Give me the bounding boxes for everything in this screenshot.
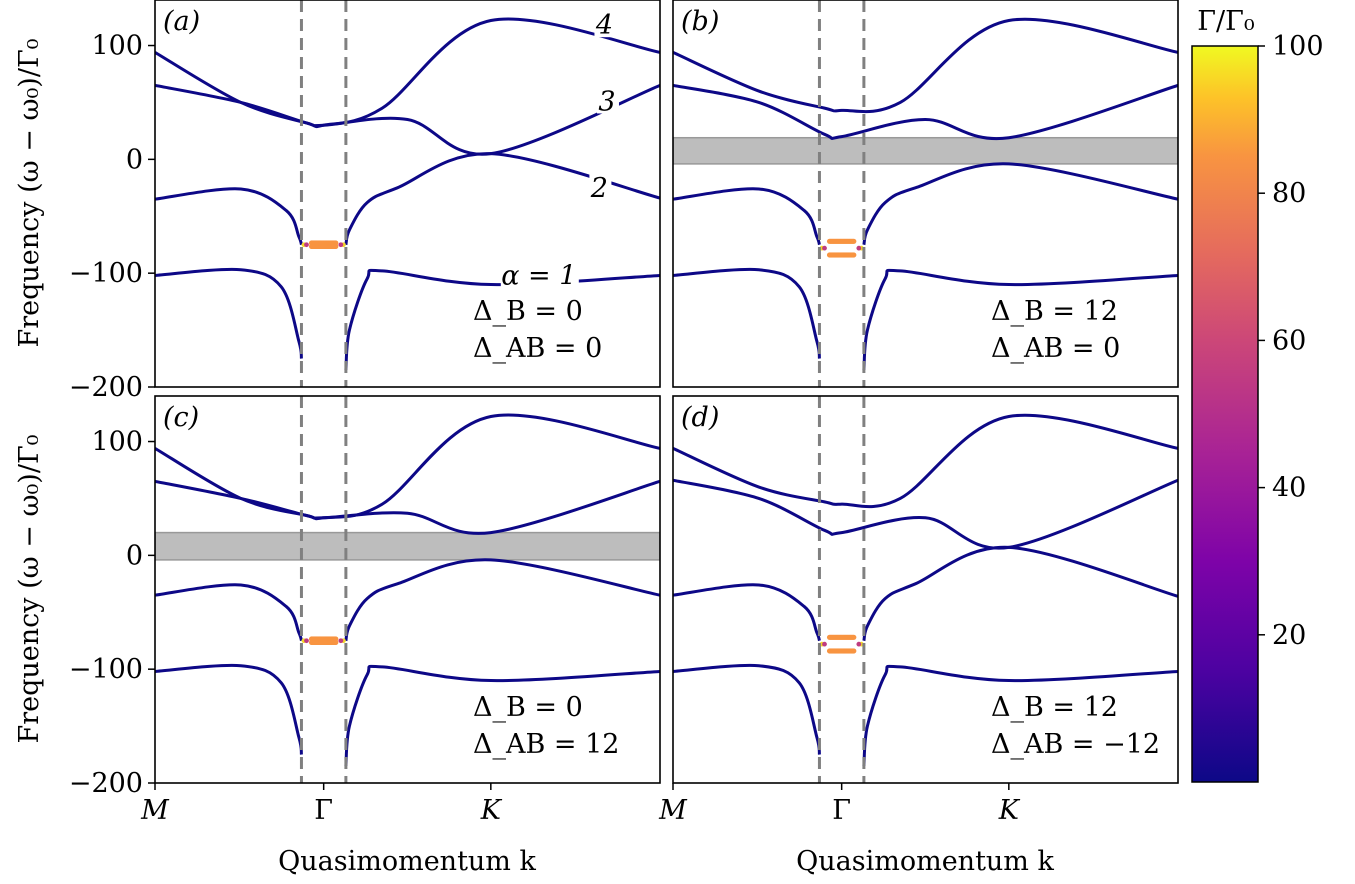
panel-a: (a) Δ_B = 0 Δ_AB = 0 100 0 −100 −200 4 3 2 α = 1 bbox=[69, 0, 661, 403]
band-2-left bbox=[673, 187, 821, 246]
band-4 bbox=[673, 17, 1178, 114]
panel-param-1: Δ_B = 12 bbox=[991, 692, 1118, 723]
panel-frame bbox=[672, 0, 1179, 388]
band-1-left bbox=[673, 267, 821, 359]
panel-content bbox=[155, 396, 660, 783]
x-tick-label: M bbox=[140, 795, 170, 826]
mode-point bbox=[851, 648, 857, 654]
band-2-left bbox=[155, 187, 303, 246]
band-label-bg bbox=[596, 87, 619, 114]
x-tick-label: Γ bbox=[314, 795, 333, 826]
band-gap bbox=[155, 531, 660, 561]
colorbar-tick-label: 40 bbox=[1272, 473, 1306, 504]
y-tick-label: 100 bbox=[91, 427, 143, 458]
band-gap bbox=[673, 136, 1178, 165]
band-label-bg bbox=[589, 173, 612, 200]
band-2-right bbox=[862, 545, 1178, 642]
panel-param-2: Δ_AB = −12 bbox=[991, 729, 1160, 760]
band-3 bbox=[673, 83, 1178, 141]
panel-param-1: Δ_B = 0 bbox=[473, 296, 583, 327]
band-label-bg bbox=[594, 11, 617, 38]
panel-param-2: Δ_AB = 0 bbox=[991, 333, 1120, 364]
panel-frame bbox=[154, 395, 661, 784]
y-tick-label: −200 bbox=[69, 372, 143, 403]
band-3 bbox=[155, 479, 660, 535]
mode-point bbox=[304, 638, 309, 644]
mode-point bbox=[851, 634, 857, 640]
mode-point bbox=[851, 238, 857, 244]
mode-point bbox=[856, 641, 862, 647]
panel-content bbox=[673, 396, 1178, 783]
y-tick-label: 0 bbox=[126, 144, 143, 175]
panel-content bbox=[673, 0, 1178, 387]
mode-point bbox=[822, 245, 827, 251]
panel-tag: (a) bbox=[163, 6, 200, 37]
colorbar-ticks: 100 80 60 40 20 bbox=[1258, 31, 1324, 651]
colorbar-tick-label: 80 bbox=[1272, 178, 1306, 209]
band-2-right bbox=[862, 162, 1178, 246]
panel-frame bbox=[672, 395, 1179, 784]
panel-tag: (b) bbox=[681, 6, 719, 37]
band-label: 4 bbox=[595, 10, 613, 41]
panel-param-2: Δ_AB = 12 bbox=[473, 729, 619, 760]
y-tick-label: 0 bbox=[126, 540, 143, 571]
band-1-right bbox=[862, 268, 1178, 371]
mode-point bbox=[822, 641, 827, 647]
y-tick-label: −100 bbox=[69, 654, 143, 685]
panel-b: (b) Δ_B = 12 Δ_AB = 0 bbox=[672, 0, 1179, 388]
x-tick-label: Γ bbox=[832, 795, 851, 826]
colorbar-tick-label: 20 bbox=[1272, 620, 1306, 651]
band-label: 3 bbox=[598, 86, 615, 117]
panel-d: (d) Δ_B = 12 Δ_AB = −12 M Γ K bbox=[658, 395, 1179, 826]
panel-param-1: Δ_B = 0 bbox=[473, 692, 583, 723]
x-tick-label: M bbox=[658, 795, 688, 826]
y-tick-label: −200 bbox=[69, 768, 143, 799]
mode-point bbox=[338, 242, 344, 248]
colorbar: Γ/Γ₀ 100 80 60 40 20 bbox=[1191, 6, 1324, 783]
panel-param-1: Δ_B = 12 bbox=[991, 296, 1118, 327]
band-4 bbox=[155, 17, 660, 129]
panel-param-2: Δ_AB = 0 bbox=[473, 333, 602, 364]
band-1-right bbox=[862, 664, 1178, 767]
x-axis-label-right: Quasimomentum k bbox=[796, 846, 1054, 877]
panel-frame bbox=[154, 0, 661, 388]
band-1-left bbox=[673, 663, 821, 755]
panel-tag: (c) bbox=[163, 402, 199, 433]
band-2-right bbox=[344, 152, 660, 246]
band-3 bbox=[673, 478, 1178, 550]
band-1-left bbox=[155, 663, 303, 755]
mode-point bbox=[851, 252, 857, 258]
band-4 bbox=[673, 413, 1178, 509]
panels: (a) Δ_B = 0 Δ_AB = 0 100 0 −100 −200 4 3 2 α = 1 (b… bbox=[69, 0, 1179, 826]
mode-point bbox=[333, 243, 339, 250]
x-tick-label: K bbox=[998, 795, 1021, 826]
colorbar-tick-label: 60 bbox=[1272, 325, 1306, 356]
band-label: α = 1 bbox=[501, 261, 576, 292]
x-axis-label-left: Quasimomentum k bbox=[278, 846, 536, 877]
band-1-right bbox=[344, 664, 660, 767]
band-label-bg bbox=[500, 261, 579, 288]
colorbar-title: Γ/Γ₀ bbox=[1197, 6, 1255, 37]
colorbar-gradient bbox=[1191, 45, 1259, 783]
y-tick-label: 100 bbox=[91, 31, 143, 62]
y-tick-label: −100 bbox=[69, 258, 143, 289]
band-4 bbox=[155, 413, 660, 521]
band-2-left bbox=[673, 583, 821, 642]
y-axis-label-bottom: Frequency (ω − ω₀)/Γ₀ bbox=[14, 434, 45, 743]
x-tick-label: K bbox=[480, 795, 503, 826]
band-1-left bbox=[155, 267, 303, 359]
band-2-left bbox=[155, 583, 303, 642]
band-label: 2 bbox=[590, 173, 608, 204]
panel-tag: (d) bbox=[681, 402, 719, 433]
mode-point bbox=[856, 245, 862, 251]
band-2-right bbox=[344, 558, 660, 642]
colorbar-tick-label: 100 bbox=[1272, 31, 1324, 62]
panel-content bbox=[155, 0, 660, 387]
y-axis-label-top: Frequency (ω − ω₀)/Γ₀ bbox=[14, 38, 45, 347]
mode-point bbox=[304, 242, 309, 248]
mode-point bbox=[333, 639, 339, 646]
mode-point bbox=[338, 638, 344, 644]
